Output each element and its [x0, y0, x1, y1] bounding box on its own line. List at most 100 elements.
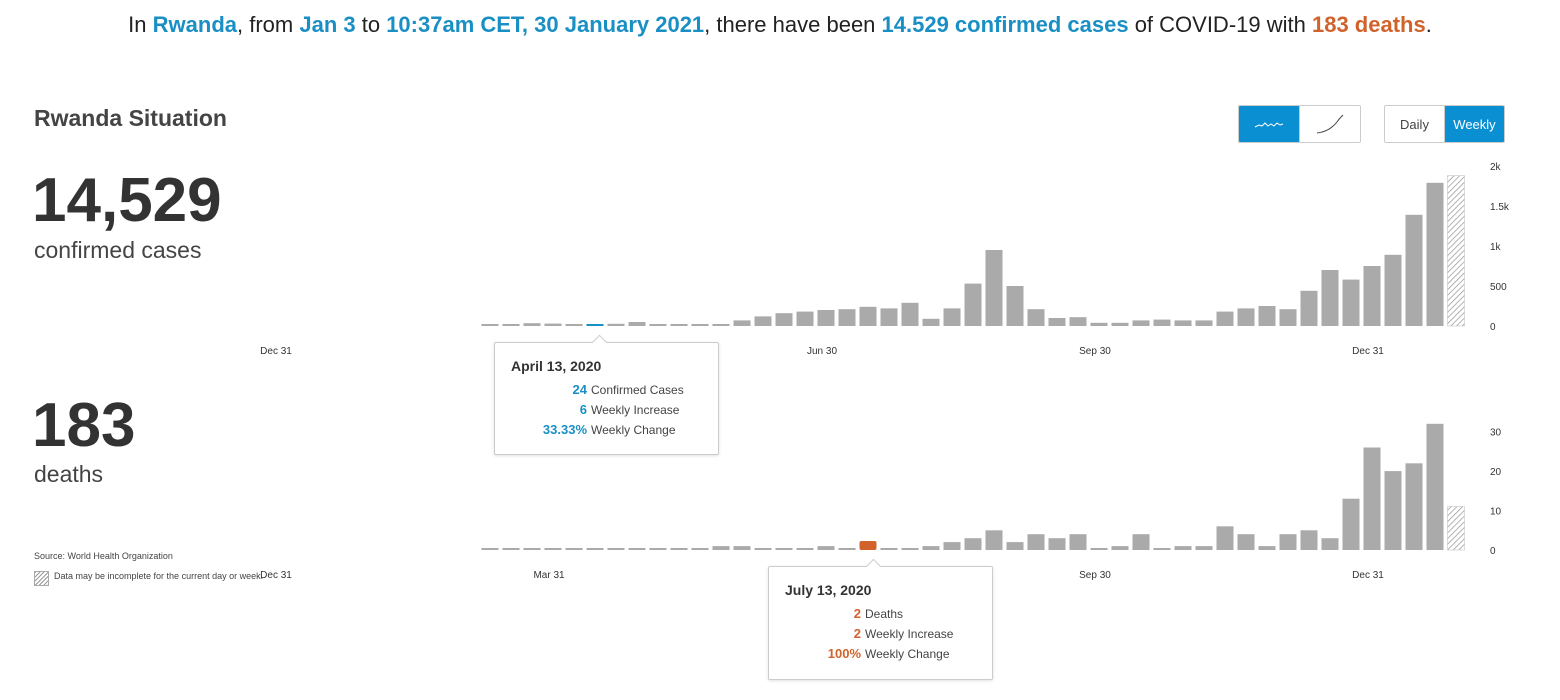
bar[interactable]	[607, 323, 625, 326]
bar[interactable]	[1300, 290, 1318, 326]
bar[interactable]	[691, 324, 709, 326]
bar[interactable]	[1237, 308, 1255, 326]
bar[interactable]	[775, 313, 793, 326]
bar[interactable]	[1363, 447, 1381, 551]
bar[interactable]	[1279, 534, 1297, 550]
bar[interactable]	[1132, 320, 1150, 326]
bar[interactable]	[523, 323, 541, 326]
cumulative-trend-button[interactable]	[1299, 106, 1360, 142]
bar[interactable]	[901, 302, 919, 326]
daily-button[interactable]: Daily	[1385, 106, 1444, 142]
bar[interactable]	[922, 318, 940, 326]
bar[interactable]	[712, 546, 730, 550]
bar[interactable]	[943, 542, 961, 550]
highlighted-bar[interactable]	[859, 541, 877, 550]
bar[interactable]	[733, 320, 751, 326]
bar[interactable]	[1258, 546, 1276, 550]
bar[interactable]	[1426, 423, 1444, 550]
bar[interactable]	[838, 548, 856, 550]
incomplete-week-bar[interactable]	[1447, 506, 1465, 551]
bar[interactable]	[754, 316, 772, 326]
bar[interactable]	[1216, 311, 1234, 326]
bar[interactable]	[964, 538, 982, 550]
bar[interactable]	[649, 324, 667, 326]
bar[interactable]	[502, 548, 520, 550]
bar[interactable]	[649, 548, 667, 550]
bar[interactable]	[817, 310, 835, 326]
bar[interactable]	[796, 311, 814, 326]
bar[interactable]	[796, 548, 814, 550]
bar[interactable]	[1237, 534, 1255, 550]
bar[interactable]	[1342, 279, 1360, 326]
bar[interactable]	[523, 548, 541, 550]
bar[interactable]	[1405, 214, 1423, 326]
bar[interactable]	[544, 548, 562, 550]
bar[interactable]	[1069, 317, 1087, 326]
bar[interactable]	[985, 530, 1003, 550]
bar[interactable]	[481, 548, 499, 550]
daily-trend-button[interactable]	[1239, 106, 1299, 142]
bar[interactable]	[1405, 463, 1423, 550]
bar[interactable]	[754, 548, 772, 550]
bar[interactable]	[964, 283, 982, 326]
bar[interactable]	[1111, 322, 1129, 326]
weekly-button[interactable]: Weekly	[1444, 106, 1504, 142]
bar[interactable]	[565, 324, 583, 326]
bar[interactable]	[1384, 254, 1402, 326]
country-link[interactable]: Rwanda	[152, 12, 237, 37]
bar[interactable]	[1048, 318, 1066, 326]
bar[interactable]	[1342, 498, 1360, 550]
bar[interactable]	[502, 324, 520, 326]
bar[interactable]	[670, 324, 688, 326]
bar[interactable]	[1153, 548, 1171, 550]
bar[interactable]	[1027, 534, 1045, 550]
bar[interactable]	[565, 548, 583, 550]
bar[interactable]	[628, 322, 646, 326]
bar[interactable]	[1384, 471, 1402, 550]
bar[interactable]	[544, 323, 562, 326]
bar[interactable]	[901, 548, 919, 550]
bar[interactable]	[985, 250, 1003, 326]
bar[interactable]	[1174, 546, 1192, 550]
highlighted-bar[interactable]	[586, 324, 604, 326]
bar[interactable]	[1195, 320, 1213, 326]
bar[interactable]	[1153, 319, 1171, 326]
bar[interactable]	[1006, 542, 1024, 550]
bar[interactable]	[1195, 546, 1213, 550]
bar[interactable]	[1069, 534, 1087, 550]
bar[interactable]	[1321, 538, 1339, 550]
bar[interactable]	[1321, 270, 1339, 326]
bar[interactable]	[1090, 322, 1108, 326]
bar[interactable]	[775, 548, 793, 550]
bar[interactable]	[1111, 546, 1129, 550]
bar[interactable]	[1216, 526, 1234, 550]
bar[interactable]	[1090, 548, 1108, 550]
bar[interactable]	[670, 548, 688, 550]
bar[interactable]	[1279, 309, 1297, 326]
bar[interactable]	[1048, 538, 1066, 550]
bar[interactable]	[691, 548, 709, 550]
bar[interactable]	[1300, 530, 1318, 550]
bar[interactable]	[838, 309, 856, 326]
bar[interactable]	[586, 548, 604, 550]
bar[interactable]	[943, 308, 961, 326]
bar[interactable]	[607, 548, 625, 550]
bar[interactable]	[880, 548, 898, 550]
bar[interactable]	[712, 324, 730, 326]
bar[interactable]	[733, 546, 751, 550]
bar[interactable]	[1363, 266, 1381, 326]
bar[interactable]	[1258, 306, 1276, 326]
bar[interactable]	[817, 546, 835, 550]
incomplete-week-bar[interactable]	[1447, 175, 1465, 327]
bar[interactable]	[628, 548, 646, 550]
bar[interactable]	[1426, 182, 1444, 326]
bar[interactable]	[880, 308, 898, 326]
bar[interactable]	[1006, 286, 1024, 326]
bar[interactable]	[1027, 309, 1045, 326]
bar[interactable]	[1174, 320, 1192, 326]
bar[interactable]	[859, 306, 877, 326]
bar[interactable]	[481, 324, 499, 326]
bar[interactable]	[1132, 534, 1150, 550]
tooltip-label: Weekly Increase	[865, 627, 954, 641]
bar[interactable]	[922, 546, 940, 550]
